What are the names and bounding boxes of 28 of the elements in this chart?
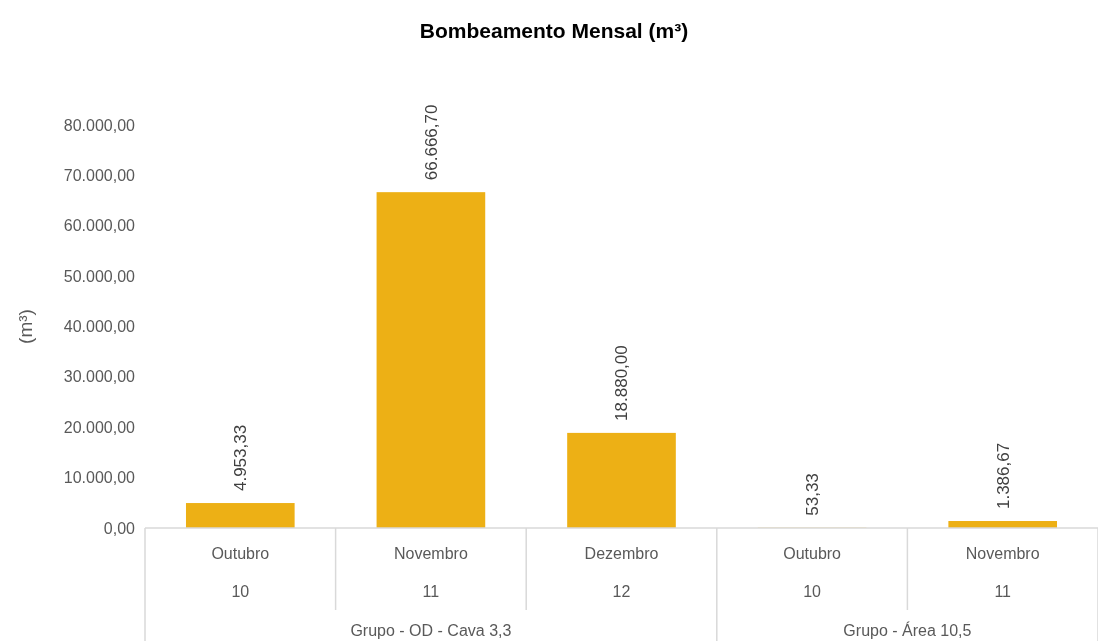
- y-tick-label: 0,00: [103, 519, 136, 537]
- text: Grupo - OD - Cava 3,3: [350, 622, 512, 639]
- x-tick-label: Outubro: [783, 545, 842, 562]
- y-tick-label: 10.000,00: [63, 469, 136, 487]
- y-tick-label: 70.000,00: [63, 166, 136, 184]
- data-label: 66.666,70: [421, 104, 441, 181]
- y-tick-label: 20.000,00: [63, 418, 136, 436]
- y-axis-title: (m³): [15, 309, 36, 344]
- x-tick-label: Dezembro: [584, 545, 659, 562]
- text: 12: [612, 583, 631, 600]
- data-label: 4.953,33: [231, 424, 251, 492]
- x-tick-label: Novembro: [393, 545, 468, 562]
- data-label: 1.386,67: [993, 442, 1013, 510]
- text: 11: [994, 583, 1012, 600]
- text: 10: [803, 583, 822, 600]
- y-tick-label: 40.000,00: [63, 318, 136, 336]
- y-tick-label: 80.000,00: [63, 116, 136, 134]
- y-tick-label: 60.000,00: [63, 217, 136, 235]
- text: Grupo - Área 10,5: [843, 621, 972, 639]
- y-tick-label: 30.000,00: [63, 368, 136, 386]
- text: 10: [231, 583, 250, 600]
- x-tick-label: Novembro: [965, 545, 1040, 562]
- y-tick-label: 50.000,00: [63, 267, 136, 285]
- data-label: 53,33: [803, 473, 823, 516]
- x-tick-label: Outubro: [211, 545, 270, 562]
- chart-title: Bombeamento Mensal (m³): [419, 19, 689, 42]
- data-label: 18.880,00: [612, 345, 632, 421]
- text: 11: [422, 583, 440, 600]
